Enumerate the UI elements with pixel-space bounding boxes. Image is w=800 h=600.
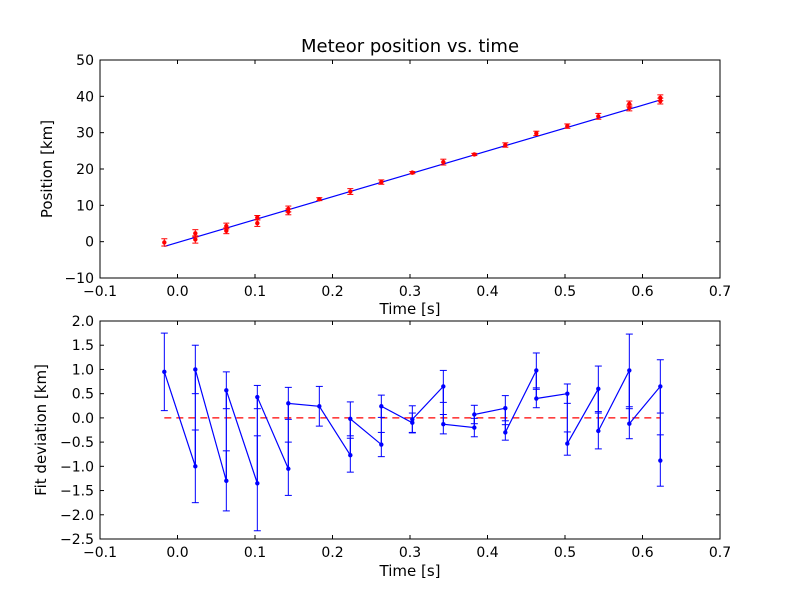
deviation-xtick-label: 0.6 (631, 545, 653, 561)
data-point (286, 467, 290, 471)
data-point (224, 388, 228, 392)
deviation-ytick-label: 1.5 (72, 338, 94, 354)
deviation-ytick-label: −2.0 (60, 508, 94, 524)
deviation-ytick-label: 0.5 (72, 387, 94, 403)
position-plot-frame (100, 60, 720, 278)
data-point (627, 422, 631, 426)
data-point (162, 240, 166, 244)
data-point (317, 404, 321, 408)
position-xtick-label: 0.4 (476, 284, 498, 300)
data-point (565, 124, 569, 128)
deviation-xtick-label: 0.7 (709, 545, 731, 561)
data-point (534, 396, 538, 400)
data-point (317, 197, 321, 201)
data-point (472, 412, 476, 416)
figure: Meteor position vs. time −0.1 0.0 0.1 0.2 0.… (0, 0, 800, 600)
position-xtick-label: 0.6 (631, 284, 653, 300)
data-point (534, 368, 538, 372)
deviation-xtick-label: 0.2 (321, 545, 343, 561)
data-point (503, 406, 507, 410)
data-point (503, 430, 507, 434)
data-point (193, 237, 197, 241)
chart-title: Meteor position vs. time (301, 36, 519, 57)
data-point (658, 99, 662, 103)
data-point (193, 231, 197, 235)
deviation-xtick-label: 0.4 (476, 545, 498, 561)
deviation-ytick-label: −0.5 (60, 435, 94, 451)
data-point (565, 391, 569, 395)
deviation-xtick-label: 0.3 (399, 545, 421, 561)
data-point (472, 152, 476, 156)
position-xtick-label: 0.2 (321, 284, 343, 300)
deviation-xtick-label: 0.5 (554, 545, 576, 561)
deviation-plot: −0.1 0.0 0.1 0.2 0.3 0.4 0.5 0.6 0.7−2.5−2.0−1.5… (60, 314, 731, 561)
data-point (596, 429, 600, 433)
data-point (441, 384, 445, 388)
position-ytick-label: 0 (85, 235, 94, 251)
data-point (379, 404, 383, 408)
position-ytick-label: 20 (76, 162, 94, 178)
deviation-ytick-label: 0.0 (72, 411, 94, 427)
data-point (255, 221, 259, 225)
data-point (255, 395, 259, 399)
data-point (348, 189, 352, 193)
data-point (596, 387, 600, 391)
position-plot: −0.1 0.0 0.1 0.2 0.3 0.4 0.5 0.6 0.7−10010203040… (64, 53, 731, 300)
position-ytick-label: 10 (76, 198, 94, 214)
deviation-plot-xlabel: Time [s] (379, 562, 441, 580)
data-point (224, 479, 228, 483)
data-point (472, 425, 476, 429)
data-point (410, 170, 414, 174)
deviation-ytick-label: −1.0 (60, 459, 94, 475)
position-plot-xlabel: Time [s] (379, 300, 441, 318)
position-ytick-label: 30 (76, 126, 94, 142)
deviation-xtick-label: 0.1 (244, 545, 266, 561)
data-point (565, 441, 569, 445)
data-point (503, 143, 507, 147)
data-point (224, 229, 228, 233)
deviation-xtick-label: 0.0 (166, 545, 188, 561)
position-xtick-label: 0.3 (399, 284, 421, 300)
data-point (596, 114, 600, 118)
data-point (627, 368, 631, 372)
deviation-plot-ylabel: Fit deviation [km] (32, 364, 50, 496)
data-point (255, 215, 259, 219)
deviation-ytick-label: −2.5 (60, 532, 94, 548)
position-xtick-label: 0.0 (166, 284, 188, 300)
data-point (193, 464, 197, 468)
position-ytick-label: −10 (64, 271, 94, 287)
data-point (379, 442, 383, 446)
data-point (441, 422, 445, 426)
position-xtick-label: 0.1 (244, 284, 266, 300)
data-point (658, 384, 662, 388)
data-point (348, 453, 352, 457)
data-point (193, 367, 197, 371)
position-plot-ylabel: Position [km] (38, 120, 56, 218)
position-xtick-label: 0.5 (554, 284, 576, 300)
data-point (627, 106, 631, 110)
data-point (441, 160, 445, 164)
data-point (534, 131, 538, 135)
data-point (286, 210, 290, 214)
data-point (255, 481, 259, 485)
data-point (348, 417, 352, 421)
data-point (410, 417, 414, 421)
deviation-ytick-label: −1.5 (60, 484, 94, 500)
deviation-ytick-label: 1.0 (72, 362, 94, 378)
data-point (379, 180, 383, 184)
position-ytick-label: 40 (76, 89, 94, 105)
data-point (162, 370, 166, 374)
position-xtick-label: 0.7 (709, 284, 731, 300)
data-point (286, 401, 290, 405)
position-ytick-label: 50 (76, 53, 94, 69)
deviation-ytick-label: 2.0 (72, 314, 94, 330)
data-point (658, 458, 662, 462)
